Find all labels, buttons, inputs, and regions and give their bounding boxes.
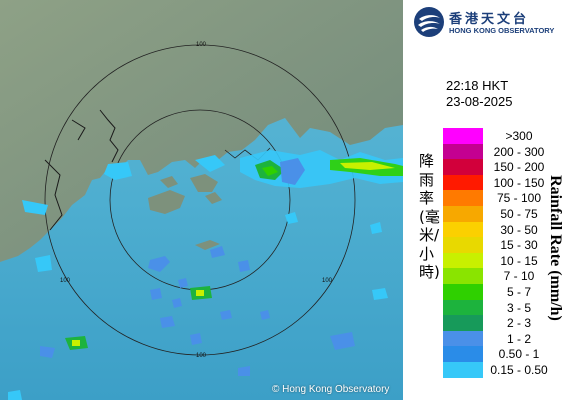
legend-range-label: 7 - 10 bbox=[503, 269, 535, 284]
legend-range-label: 15 - 30 bbox=[500, 238, 538, 253]
legend-item: 50 - 75 bbox=[443, 205, 553, 222]
legend-range-label: 0.50 - 1 bbox=[498, 347, 540, 362]
legend-item: 3 - 5 bbox=[443, 299, 553, 316]
observation-date: 23-08-2025 bbox=[446, 94, 513, 109]
legend-item: 30 - 50 bbox=[443, 221, 553, 238]
legend-item: 75 - 100 bbox=[443, 190, 553, 206]
legend-swatch bbox=[443, 205, 483, 222]
legend-item: 5 - 7 bbox=[443, 283, 553, 300]
legend-range-label: 30 - 50 bbox=[500, 222, 538, 237]
legend-item: 7 - 10 bbox=[443, 268, 553, 284]
legend-panel: 香港天文台 HONG KONG OBSERVATORY 22:18 HKT 23… bbox=[403, 0, 577, 400]
radar-map-image: 100 100 100 100 bbox=[0, 0, 403, 400]
legend-item: >300 bbox=[443, 128, 553, 144]
logo-english-name: HONG KONG OBSERVATORY bbox=[449, 26, 555, 35]
hko-logo-mark bbox=[414, 7, 444, 37]
legend-item: 15 - 30 bbox=[443, 237, 553, 253]
legend-swatch bbox=[443, 237, 483, 253]
mainland-land bbox=[0, 0, 403, 262]
legend-swatch bbox=[443, 128, 483, 144]
legend-item: 2 - 3 bbox=[443, 315, 553, 331]
legend-range-label: 2 - 3 bbox=[506, 316, 531, 331]
legend-range-label: 1 - 2 bbox=[506, 331, 531, 346]
logo-chinese-name: 香港天文台 bbox=[449, 12, 530, 27]
legend-range-label: 50 - 75 bbox=[500, 206, 538, 221]
legend-swatch bbox=[443, 330, 483, 347]
legend-swatch bbox=[443, 268, 483, 284]
legend-swatch bbox=[443, 346, 483, 362]
legend-range-label: 0.15 - 0.50 bbox=[490, 362, 548, 377]
legend-swatch bbox=[443, 190, 483, 206]
hko-logo: 香港天文台 HONG KONG OBSERVATORY bbox=[413, 6, 573, 40]
legend-swatch bbox=[443, 299, 483, 316]
legend-range-label: 200 - 300 bbox=[493, 144, 545, 159]
legend-swatch bbox=[443, 159, 483, 175]
legend-swatch bbox=[443, 361, 483, 378]
legend-item: 10 - 15 bbox=[443, 252, 553, 269]
legend-range-label: 100 - 150 bbox=[493, 175, 545, 190]
legend-swatch bbox=[443, 221, 483, 238]
ring-label-east: 100 bbox=[322, 278, 333, 284]
map-copyright: © Hong Kong Observatory bbox=[272, 384, 390, 395]
legend-range-label: 3 - 5 bbox=[506, 300, 531, 315]
rain-echoes bbox=[8, 150, 403, 400]
radar-map: 100 100 100 100 bbox=[0, 0, 403, 400]
legend-range-label: 10 - 15 bbox=[500, 253, 538, 268]
legend-title-chinese: 降雨率(毫米/小時) bbox=[419, 152, 440, 281]
ring-label-north: 100 bbox=[196, 42, 207, 48]
ring-label-west: 100 bbox=[60, 278, 71, 284]
legend-swatch bbox=[443, 174, 483, 191]
observation-time: 22:18 HKT bbox=[446, 78, 509, 93]
legend-item: 200 - 300 bbox=[443, 143, 553, 160]
legend-swatch bbox=[443, 143, 483, 160]
legend-range-label: 75 - 100 bbox=[496, 191, 542, 206]
ring-label-south: 100 bbox=[196, 353, 207, 359]
legend-swatch bbox=[443, 315, 483, 331]
legend-item: 1 - 2 bbox=[443, 330, 553, 347]
legend-swatch bbox=[443, 252, 483, 269]
rainfall-legend: >300 200 - 300 150 - 200 100 - 150 75 - 100 5… bbox=[443, 128, 553, 378]
legend-swatch bbox=[443, 283, 483, 300]
legend-item: 0.15 - 0.50 bbox=[443, 361, 553, 378]
legend-range-label: >300 bbox=[505, 129, 533, 143]
legend-item: 0.50 - 1 bbox=[443, 346, 553, 362]
legend-range-label: 150 - 200 bbox=[493, 160, 545, 175]
legend-item: 100 - 150 bbox=[443, 174, 553, 191]
legend-item: 150 - 200 bbox=[443, 159, 553, 175]
legend-range-label: 5 - 7 bbox=[506, 284, 531, 299]
